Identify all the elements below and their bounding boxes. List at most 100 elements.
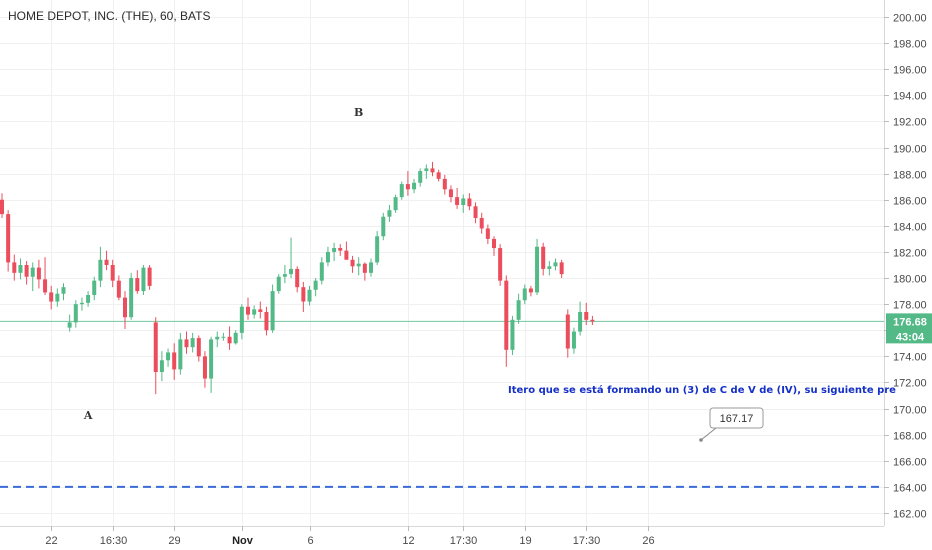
- candle[interactable]: [473, 202, 478, 224]
- candle[interactable]: [98, 246, 103, 288]
- candle[interactable]: [381, 212, 386, 241]
- candle[interactable]: [270, 284, 275, 333]
- candle[interactable]: [541, 242, 546, 276]
- candle[interactable]: [479, 212, 484, 234]
- candle[interactable]: [172, 343, 177, 380]
- candle[interactable]: [30, 262, 35, 292]
- candle[interactable]: [153, 317, 158, 395]
- candle[interactable]: [282, 265, 287, 284]
- candle[interactable]: [141, 265, 146, 296]
- candle[interactable]: [393, 194, 398, 213]
- candle[interactable]: [116, 275, 121, 301]
- candle[interactable]: [202, 351, 207, 388]
- candle[interactable]: [178, 332, 183, 375]
- candle[interactable]: [129, 272, 134, 320]
- candle[interactable]: [325, 246, 330, 267]
- candle[interactable]: [12, 254, 17, 281]
- candle[interactable]: [504, 275, 509, 367]
- candle[interactable]: [332, 242, 337, 262]
- candle[interactable]: [252, 305, 257, 319]
- candle[interactable]: [369, 258, 373, 277]
- candle[interactable]: [295, 266, 300, 293]
- candle[interactable]: [221, 332, 226, 341]
- candle[interactable]: [147, 265, 152, 290]
- candle[interactable]: [362, 262, 367, 281]
- candle[interactable]: [498, 244, 503, 286]
- candle[interactable]: [559, 259, 564, 279]
- candle[interactable]: [405, 171, 410, 196]
- candle[interactable]: [246, 297, 250, 320]
- candle[interactable]: [430, 161, 435, 177]
- candle[interactable]: [412, 178, 417, 194]
- candle[interactable]: [43, 257, 48, 296]
- candle[interactable]: [516, 293, 521, 324]
- candle[interactable]: [528, 285, 533, 297]
- candle[interactable]: [535, 238, 540, 296]
- candle[interactable]: [442, 174, 447, 195]
- candle[interactable]: [492, 236, 496, 256]
- candle[interactable]: [522, 284, 527, 305]
- candle[interactable]: [467, 193, 472, 211]
- candle[interactable]: [307, 285, 312, 306]
- candle[interactable]: [92, 276, 97, 301]
- wave-label-b[interactable]: B: [354, 106, 363, 119]
- candle[interactable]: [104, 250, 109, 271]
- candle[interactable]: [159, 351, 164, 382]
- wave-label-a[interactable]: A: [83, 409, 93, 422]
- candle[interactable]: [190, 332, 195, 353]
- candle[interactable]: [399, 181, 404, 200]
- candle[interactable]: [209, 336, 214, 393]
- candle[interactable]: [123, 291, 127, 329]
- candle[interactable]: [424, 164, 429, 179]
- candle[interactable]: [196, 335, 201, 362]
- candle[interactable]: [276, 274, 281, 294]
- candle[interactable]: [166, 348, 171, 367]
- candle[interactable]: [36, 259, 41, 289]
- time-axis[interactable]: 22 16:30 29 Nov 6 12 17:30 19 17:30 26: [45, 526, 655, 547]
- candle[interactable]: [319, 257, 324, 285]
- candle[interactable]: [73, 300, 78, 328]
- candle[interactable]: [79, 297, 84, 311]
- candle[interactable]: [584, 302, 589, 326]
- candle[interactable]: [67, 314, 72, 332]
- candle[interactable]: [565, 309, 570, 358]
- candle[interactable]: [461, 194, 466, 213]
- candle[interactable]: [24, 261, 29, 285]
- candle[interactable]: [61, 283, 66, 301]
- wave-labels[interactable]: AB: [83, 106, 364, 422]
- candle[interactable]: [289, 237, 294, 279]
- candle[interactable]: [485, 224, 490, 245]
- candle[interactable]: [227, 326, 232, 350]
- candle[interactable]: [387, 204, 392, 222]
- candle[interactable]: [313, 278, 318, 297]
- candle[interactable]: [135, 270, 140, 294]
- candle[interactable]: [553, 258, 558, 271]
- candle[interactable]: [510, 315, 515, 356]
- candle[interactable]: [258, 301, 263, 319]
- candle[interactable]: [215, 331, 220, 348]
- candles[interactable]: [0, 161, 595, 395]
- candle[interactable]: [110, 259, 115, 288]
- candle[interactable]: [86, 291, 91, 307]
- candle[interactable]: [448, 185, 453, 203]
- candle[interactable]: [264, 306, 269, 336]
- target-callout[interactable]: 167.17: [699, 407, 764, 442]
- candle[interactable]: [55, 288, 60, 307]
- candle[interactable]: [455, 188, 460, 209]
- candle[interactable]: [436, 169, 441, 182]
- candle[interactable]: [590, 315, 595, 326]
- candle[interactable]: [338, 244, 343, 256]
- candle[interactable]: [356, 257, 361, 276]
- candle[interactable]: [49, 285, 54, 310]
- price-axis[interactable]: 162.00 164.00 166.00 168.00 170.00 172.00 174.…: [884, 13, 927, 521]
- candle[interactable]: [375, 231, 380, 265]
- candle[interactable]: [547, 261, 552, 276]
- candle[interactable]: [18, 258, 23, 280]
- candle[interactable]: [233, 330, 238, 345]
- candle[interactable]: [418, 168, 423, 187]
- candle[interactable]: [301, 281, 306, 312]
- candle[interactable]: [344, 241, 349, 260]
- candle[interactable]: [6, 210, 11, 272]
- candle[interactable]: [239, 304, 244, 340]
